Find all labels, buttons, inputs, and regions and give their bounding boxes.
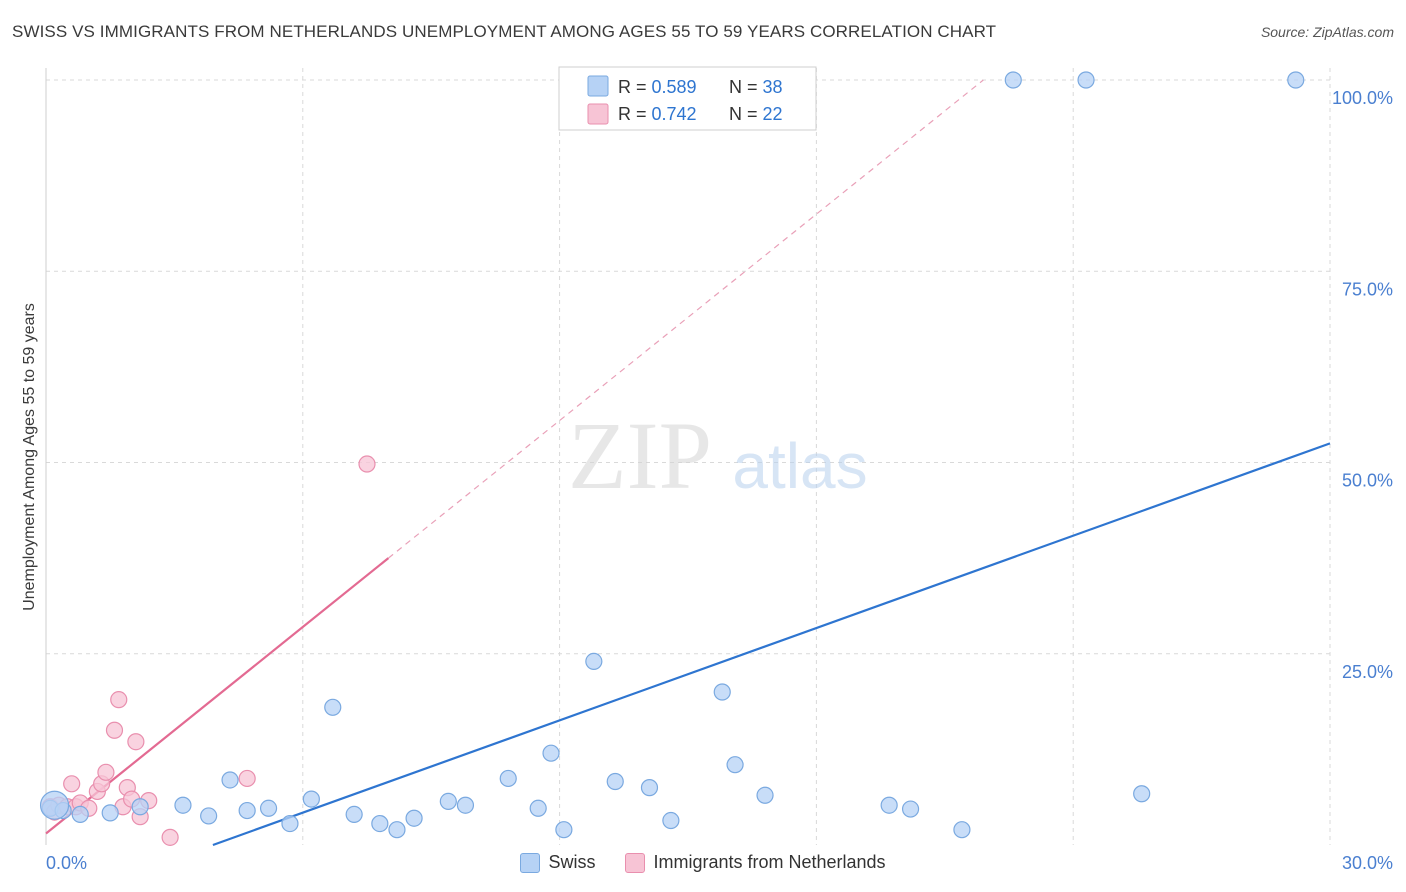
data-point-swiss xyxy=(606,772,624,791)
data-point-netherlands xyxy=(110,691,128,709)
svg-text:N = 22: N = 22 xyxy=(729,104,783,124)
svg-text:R = 0.589: R = 0.589 xyxy=(618,77,697,97)
data-point-swiss xyxy=(101,804,119,822)
data-point-swiss xyxy=(405,809,423,827)
data-point-swiss xyxy=(499,769,517,788)
chart-title: SWISS VS IMMIGRANTS FROM NETHERLANDS UNE… xyxy=(12,22,997,41)
legend-n-value-netherlands: 22 xyxy=(763,104,783,124)
data-point-netherlands xyxy=(358,455,376,473)
data-point-swiss xyxy=(238,801,256,820)
data-point-swiss xyxy=(713,683,731,701)
legend-r-value-swiss: 0.589 xyxy=(652,77,697,97)
y-tick-label: 75.0% xyxy=(1342,279,1393,299)
legend-r-label: R = xyxy=(618,104,652,124)
data-point-swiss xyxy=(1004,71,1022,89)
data-point-swiss xyxy=(371,814,389,833)
data-point-swiss xyxy=(1077,71,1095,89)
data-point-swiss xyxy=(640,779,659,797)
data-point-swiss xyxy=(324,698,342,716)
data-point-swiss xyxy=(585,652,603,671)
y-tick-label: 50.0% xyxy=(1342,471,1393,491)
data-point-swiss xyxy=(880,796,898,814)
data-point-swiss xyxy=(456,796,475,814)
data-point-netherlands xyxy=(97,763,115,781)
data-point-swiss xyxy=(221,771,239,789)
legend-n-label: N = xyxy=(729,104,763,124)
swatch-netherlands xyxy=(625,852,646,873)
data-point-netherlands xyxy=(238,769,256,788)
legend-swatch-swiss xyxy=(587,75,609,97)
legend-item-netherlands[interactable]: Immigrants from Netherlands xyxy=(625,852,886,873)
watermark-atlas: atlas xyxy=(732,430,867,502)
y-axis-label: Unemployment Among Ages 55 to 59 years xyxy=(21,303,38,611)
x-tick-label: 0.0% xyxy=(46,853,87,873)
data-point-swiss xyxy=(555,821,573,839)
data-point-swiss xyxy=(529,799,547,817)
data-point-swiss xyxy=(174,796,192,814)
source-label: Source: ZipAtlas.com xyxy=(1260,24,1394,40)
x-tick-label: 30.0% xyxy=(1342,853,1393,873)
tick-labels: 25.0% 50.0% 75.0% 100.0% 0.0% 30.0% xyxy=(46,88,1393,873)
data-point-swiss xyxy=(345,805,363,824)
data-points xyxy=(39,71,1305,846)
legend-label-netherlands: Immigrants from Netherlands xyxy=(653,852,886,872)
data-point-swiss xyxy=(756,786,774,804)
data-point-swiss xyxy=(200,807,218,825)
data-point-swiss xyxy=(439,792,457,810)
legend-label-swiss: Swiss xyxy=(548,852,596,872)
data-point-swiss xyxy=(259,799,278,817)
trend-line-swiss xyxy=(212,442,1331,847)
data-point-swiss xyxy=(542,744,560,762)
svg-text:N = 38: N = 38 xyxy=(729,77,783,97)
data-point-swiss xyxy=(281,814,299,833)
legend-n-value-swiss: 38 xyxy=(763,77,783,97)
data-point-swiss xyxy=(901,800,920,818)
watermark-zip: ZIP xyxy=(568,402,712,509)
legend-r-value-netherlands: 0.742 xyxy=(652,104,697,124)
legend-n-label: N = xyxy=(729,77,763,97)
data-point-netherlands xyxy=(161,828,179,846)
legend-item-swiss[interactable]: Swiss xyxy=(520,852,595,873)
data-point-swiss xyxy=(388,821,406,839)
watermark: ZIP atlas xyxy=(568,402,868,509)
bottom-legend: Swiss Immigrants from Netherlands xyxy=(0,852,1406,873)
data-point-swiss xyxy=(71,805,89,824)
data-point-swiss xyxy=(302,790,320,808)
data-point-swiss xyxy=(953,821,971,839)
data-point-netherlands xyxy=(63,775,81,793)
y-tick-label: 25.0% xyxy=(1342,662,1393,682)
swatch-swiss xyxy=(520,852,541,873)
data-point-swiss xyxy=(662,811,680,830)
legend-swatch-netherlands xyxy=(587,103,609,125)
y-tick-label: 100.0% xyxy=(1332,88,1393,108)
data-point-swiss xyxy=(1133,785,1151,803)
data-point-netherlands xyxy=(105,721,124,739)
data-point-swiss xyxy=(39,790,70,820)
data-point-swiss xyxy=(726,756,744,774)
data-point-swiss xyxy=(1287,71,1305,89)
svg-text:R = 0.742: R = 0.742 xyxy=(618,104,697,124)
data-point-netherlands xyxy=(127,733,145,751)
legend-box: R = 0.589 N = 38 R = 0.742 N = 22 xyxy=(558,66,817,131)
data-point-swiss xyxy=(131,798,149,816)
legend-r-label: R = xyxy=(618,77,652,97)
